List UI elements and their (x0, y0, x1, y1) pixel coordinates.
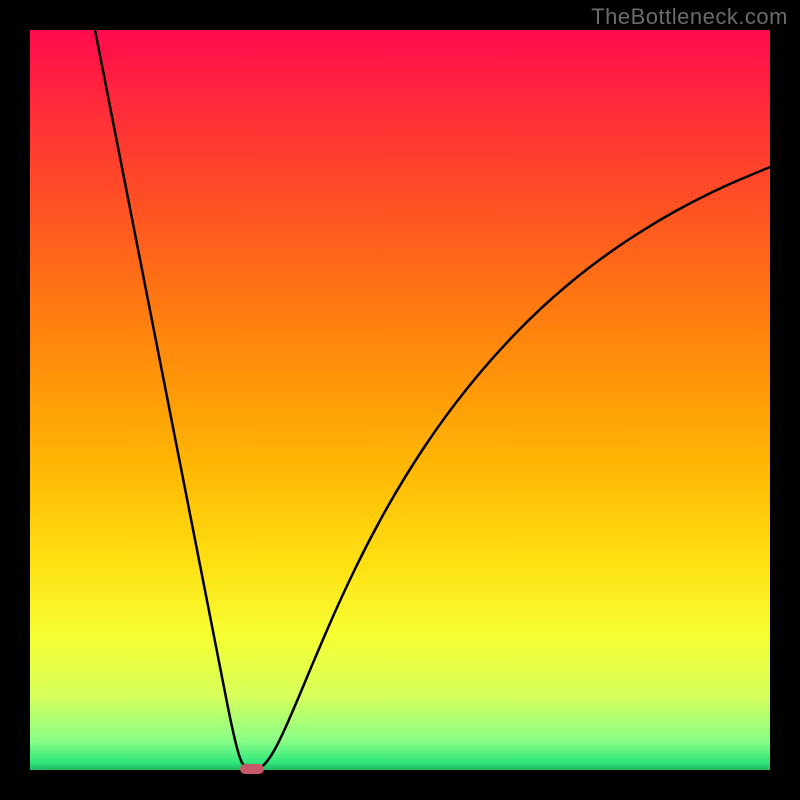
watermark-text: TheBottleneck.com (591, 4, 788, 30)
minimum-marker (240, 764, 264, 774)
plot-area (30, 30, 770, 770)
bottleneck-curve (30, 30, 770, 770)
chart-container: TheBottleneck.com (0, 0, 800, 800)
